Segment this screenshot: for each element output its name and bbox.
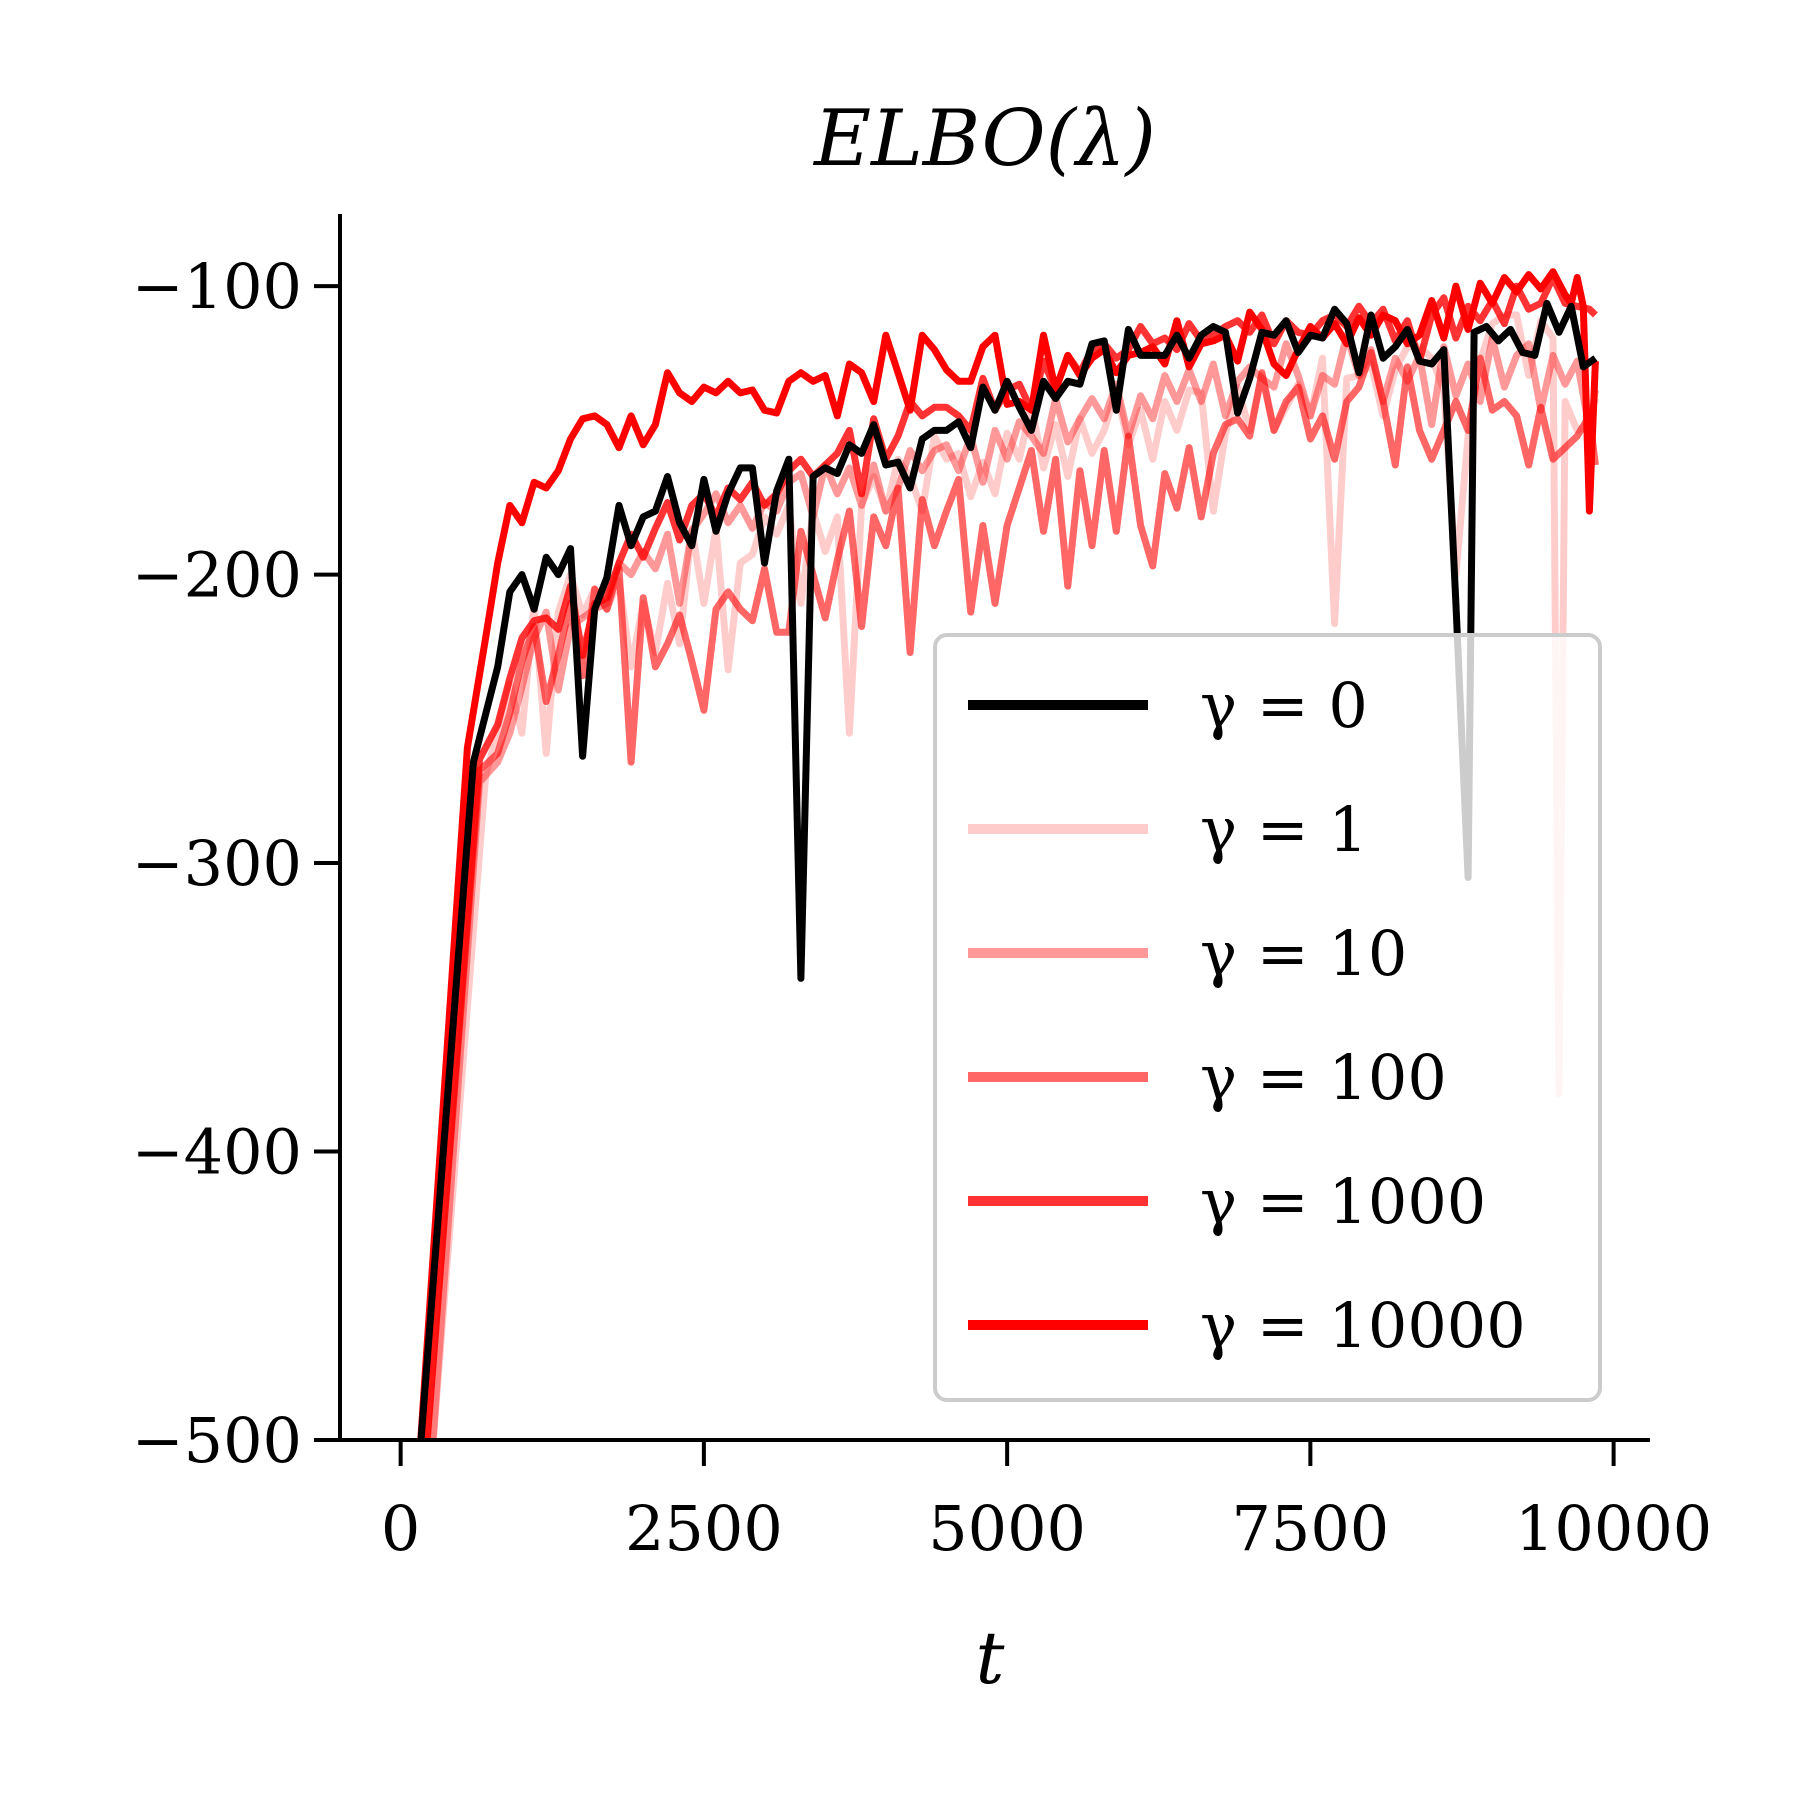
y-tick-label: −300 <box>132 827 302 900</box>
series-line-gamma-1 <box>429 311 1599 1440</box>
series-layer <box>417 268 1599 1440</box>
x-axis-label: t <box>976 1616 1006 1700</box>
x-ticks: 0 2500 5000 7500 10000 <box>381 1440 1712 1565</box>
x-tick-label: 7500 <box>1231 1492 1389 1565</box>
series-line-gamma-100 <box>423 349 1599 1440</box>
y-tick-label: −100 <box>132 250 302 323</box>
legend-label-gamma-1: γ = 1 <box>1200 793 1368 866</box>
series-line-gamma-0 <box>417 299 1598 1440</box>
series-line-gamma-10000 <box>417 268 1599 1440</box>
y-tick-label: −400 <box>132 1116 302 1189</box>
x-tick-label: 5000 <box>928 1492 1086 1565</box>
legend-label-gamma-10: γ = 10 <box>1200 917 1407 990</box>
series-line-gamma-10 <box>429 331 1599 1440</box>
legend-label-gamma-10000: γ = 10000 <box>1200 1289 1526 1362</box>
x-tick-label: 0 <box>381 1492 420 1565</box>
legend-label-gamma-100: γ = 100 <box>1200 1041 1447 1114</box>
x-tick-label: 2500 <box>625 1492 783 1565</box>
y-tick-label: −500 <box>132 1404 302 1477</box>
legend-frame <box>933 633 1602 1402</box>
chart-title: ELBO(λ) <box>812 94 1156 184</box>
y-tick-label: −200 <box>132 539 302 612</box>
legend-label-gamma-0: γ = 0 <box>1200 669 1368 742</box>
x-tick-label: 10000 <box>1515 1492 1712 1565</box>
legend: γ = 0 γ = 1 γ = 10 γ = 100 γ = 1000 γ = 10000 <box>933 633 1602 1402</box>
legend-label-gamma-1000: γ = 1000 <box>1200 1165 1486 1238</box>
y-ticks: −500 −400 −300 −200 −100 <box>132 250 340 1477</box>
